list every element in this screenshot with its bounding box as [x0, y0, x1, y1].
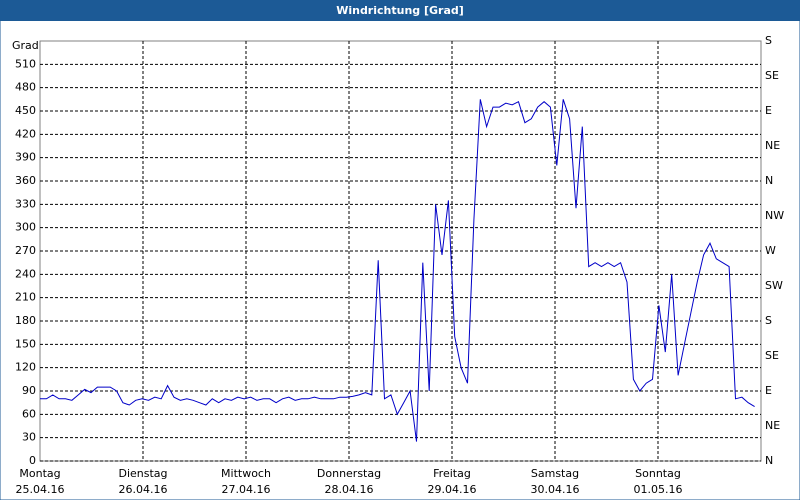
x-date-label: 27.04.16: [222, 483, 271, 496]
x-date-label: 30.04.16: [531, 483, 580, 496]
x-day-label: Dienstag: [118, 467, 167, 480]
y-tick-label: 210: [15, 291, 36, 304]
y2-tick-label: NE: [765, 419, 780, 432]
y2-tick-label: N: [765, 174, 773, 187]
x-date-label: 01.05.16: [634, 483, 683, 496]
x-day-label: Samstag: [531, 467, 579, 480]
y-tick-label: 150: [15, 337, 36, 350]
y-tick-label: 420: [15, 127, 36, 140]
y-tick-label: 0: [29, 454, 36, 467]
y2-tick-label: S: [765, 314, 772, 327]
y2-tick-label: NE: [765, 139, 780, 152]
y-tick-label: 300: [15, 221, 36, 234]
y2-tick-label: E: [765, 104, 772, 117]
y2-tick-label: W: [765, 244, 776, 257]
x-date-label: 26.04.16: [119, 483, 168, 496]
x-date-label: 28.04.16: [325, 483, 374, 496]
y-tick-label: 450: [15, 104, 36, 117]
x-day-label: Sonntag: [635, 467, 681, 480]
chart-title: Windrichtung [Grad]: [336, 4, 464, 17]
y-tick-label: 270: [15, 244, 36, 257]
y-tick-label: 60: [22, 407, 36, 420]
y-tick-label: 390: [15, 151, 36, 164]
x-day-label: Freitag: [433, 467, 471, 480]
y2-tick-label: N: [765, 454, 773, 467]
x-date-label: 25.04.16: [16, 483, 65, 496]
y-tick-label: 30: [22, 431, 36, 444]
y-tick-label: 360: [15, 174, 36, 187]
y-tick-label: 120: [15, 361, 36, 374]
x-day-label: Mittwoch: [221, 467, 271, 480]
series-line: [40, 99, 755, 442]
y-tick-label: 90: [22, 384, 36, 397]
y-tick-label: 180: [15, 314, 36, 327]
x-day-label: Donnerstag: [317, 467, 381, 480]
y-tick-label: 480: [15, 81, 36, 94]
x-day-label: Montag: [19, 467, 60, 480]
title-bar: [0, 0, 800, 21]
y2-tick-label: S: [765, 34, 772, 47]
y2-tick-label: SW: [765, 279, 783, 292]
y-tick-label: 510: [15, 57, 36, 70]
y2-tick-label: NW: [765, 209, 784, 222]
x-date-label: 29.04.16: [428, 483, 477, 496]
y-tick-label: 240: [15, 267, 36, 280]
y2-tick-label: SE: [765, 349, 779, 362]
y-axis-label: Grad: [12, 39, 39, 52]
y2-tick-label: SE: [765, 69, 779, 82]
y2-tick-label: E: [765, 384, 772, 397]
y-tick-label: 330: [15, 197, 36, 210]
